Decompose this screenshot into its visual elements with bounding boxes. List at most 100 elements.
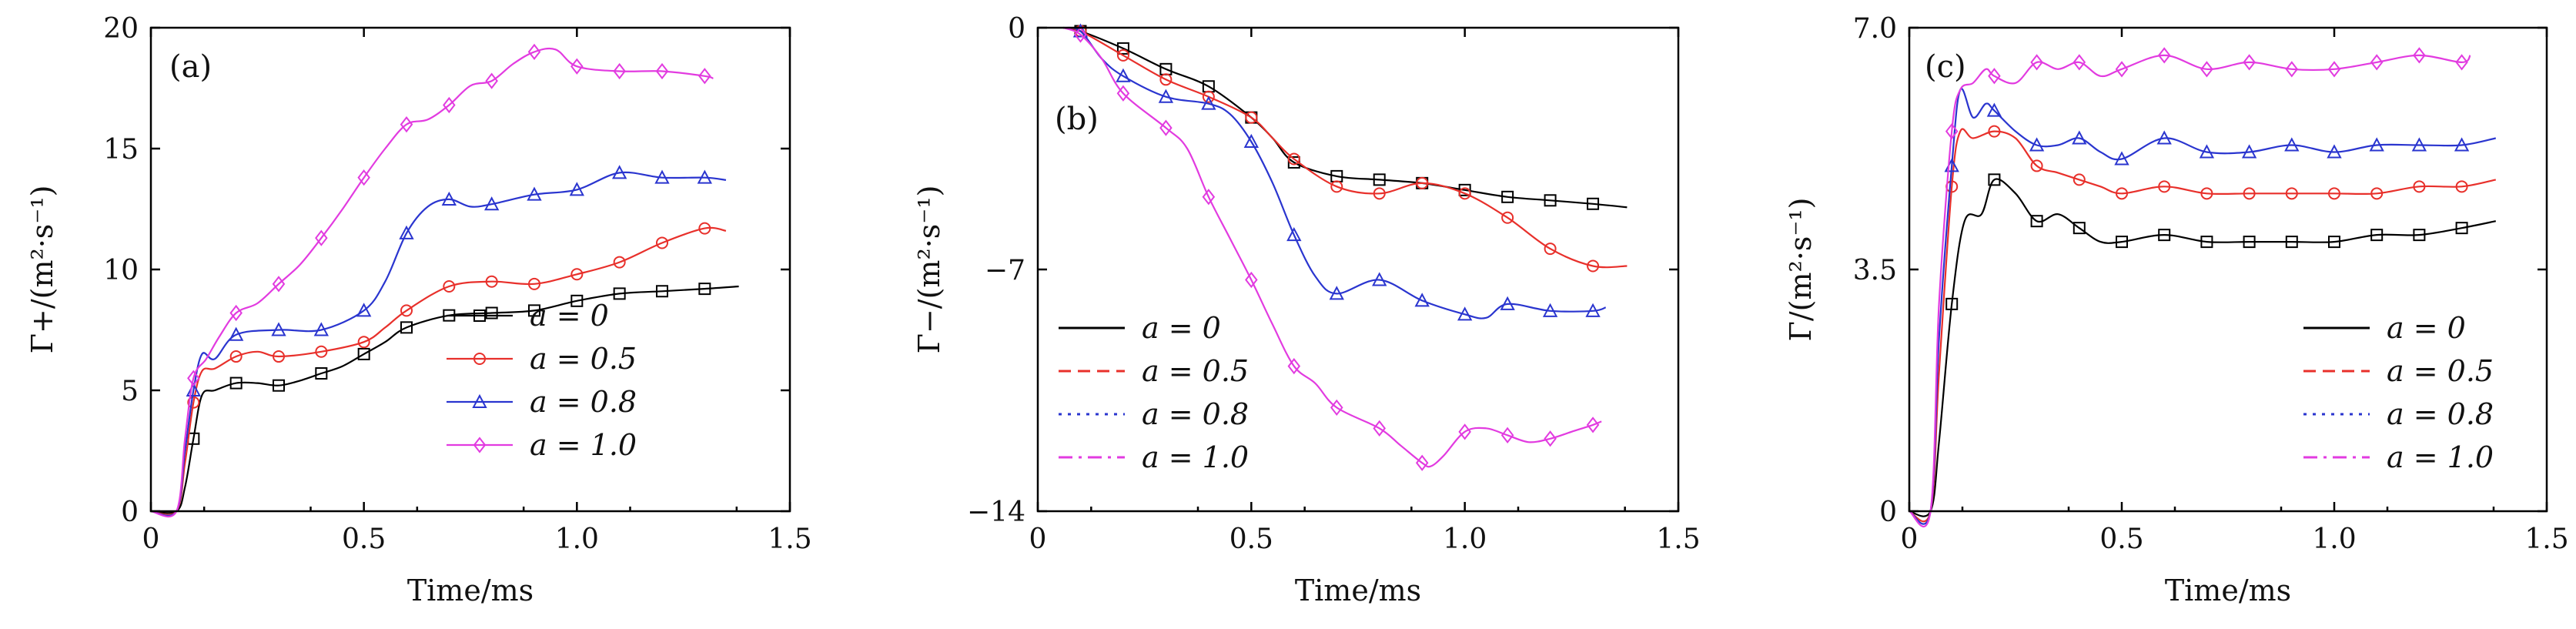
data-point [1501, 190, 1514, 203]
data-point [1287, 152, 1300, 166]
series-line-a0 [1063, 26, 1628, 209]
data-point [2030, 54, 2043, 71]
data-point [485, 275, 498, 288]
data-point [229, 350, 243, 363]
plot-frame [1036, 26, 1680, 513]
series-line-a10 [150, 47, 714, 517]
data-point [1116, 49, 1129, 62]
data-point [315, 229, 328, 246]
data-point [1988, 68, 2001, 85]
data-point [357, 169, 370, 186]
data-point [1372, 272, 1387, 286]
data-point [2114, 151, 2129, 166]
data-point [273, 350, 285, 363]
data-point [273, 379, 285, 392]
x-axis-label: Time/ms [407, 574, 534, 607]
legend-label: a = 0.8 [530, 385, 637, 419]
data-point [2073, 222, 2086, 235]
data-point [2243, 187, 2256, 200]
panel-c: 0 0.5 1.0 1.5 0 3.5 7.0 Time/ms Γ/(m²·s⁻¹) (c) a =… [1784, 13, 2569, 607]
series-line-a0 [1909, 178, 2497, 517]
data-point [528, 277, 540, 290]
data-point [1329, 286, 1344, 300]
series-line-a10 [1909, 54, 2471, 527]
series-a05 [1909, 125, 2497, 523]
data-point [527, 186, 542, 201]
data-point [2328, 236, 2340, 249]
data-point [443, 96, 456, 114]
legend-label: a = 0 [2387, 311, 2466, 345]
data-point [1986, 102, 2002, 117]
x-tick-label: 1.5 [768, 524, 811, 555]
data-point [2370, 54, 2384, 71]
y-axis-label: Γ−/(m²·s⁻¹) [912, 186, 946, 354]
data-point [1286, 227, 1302, 242]
data-point [1500, 427, 1514, 443]
x-axis-label: Time/ms [1295, 574, 1421, 607]
data-point [656, 285, 668, 298]
data-point [2116, 236, 2128, 249]
panel-label: (a) [169, 49, 212, 85]
data-point [2030, 159, 2043, 172]
data-point [1500, 296, 1515, 310]
y-tick-label: 15 [103, 134, 139, 166]
data-point [1373, 420, 1387, 437]
series-a0 [1063, 25, 1628, 210]
data-point [528, 304, 540, 317]
data-point [570, 58, 584, 75]
data-point [1457, 306, 1473, 321]
data-point [655, 62, 669, 80]
data-point [2455, 222, 2468, 235]
plot-frame [149, 26, 791, 513]
series-line-a05 [1063, 26, 1628, 269]
panel-label: (b) [1055, 102, 1099, 137]
data-point [2413, 180, 2426, 193]
data-point [187, 370, 200, 386]
data-point [2285, 236, 2298, 249]
data-point [613, 256, 626, 269]
legend-label: a = 0 [530, 299, 609, 333]
y-tick-label: −7 [985, 255, 1025, 286]
y-tick-label: 0 [121, 497, 139, 528]
data-point [654, 169, 670, 184]
data-point [271, 322, 286, 336]
data-point [441, 191, 457, 206]
data-point [1585, 303, 1601, 317]
data-point [1542, 303, 1558, 317]
data-point [570, 294, 584, 307]
series-a05 [150, 222, 727, 516]
data-point [443, 279, 456, 293]
data-point [2156, 130, 2172, 145]
data-point [613, 62, 626, 80]
data-point [399, 225, 414, 239]
data-point [1586, 417, 1600, 433]
data-point [2454, 137, 2470, 152]
legend-label: a = 1.0 [530, 428, 637, 462]
data-point [1501, 211, 1514, 224]
data-point [2116, 187, 2128, 200]
data-point [698, 283, 711, 296]
data-point [485, 306, 498, 320]
data-point [698, 68, 711, 85]
data-point [2413, 47, 2426, 64]
data-point [2073, 173, 2086, 186]
data-point [2455, 54, 2468, 71]
y-tick-label: 0 [1008, 13, 1025, 45]
data-point [272, 276, 286, 293]
data-point [2284, 137, 2300, 152]
data-point [1243, 133, 1260, 149]
data-point [2455, 180, 2468, 193]
data-point [2073, 54, 2086, 71]
data-point [1544, 243, 1557, 256]
legend-label: a = 0.8 [2387, 397, 2494, 431]
series-a0 [1909, 173, 2497, 517]
data-point [613, 287, 626, 300]
data-point [1373, 187, 1386, 200]
data-point [2411, 137, 2427, 152]
series-line-a08 [150, 171, 727, 517]
x-tick-label: 0.5 [2099, 524, 2143, 555]
data-point [2241, 144, 2257, 159]
series-a05 [1063, 25, 1628, 273]
data-point [485, 72, 498, 89]
y-tick-label: 10 [103, 255, 139, 286]
